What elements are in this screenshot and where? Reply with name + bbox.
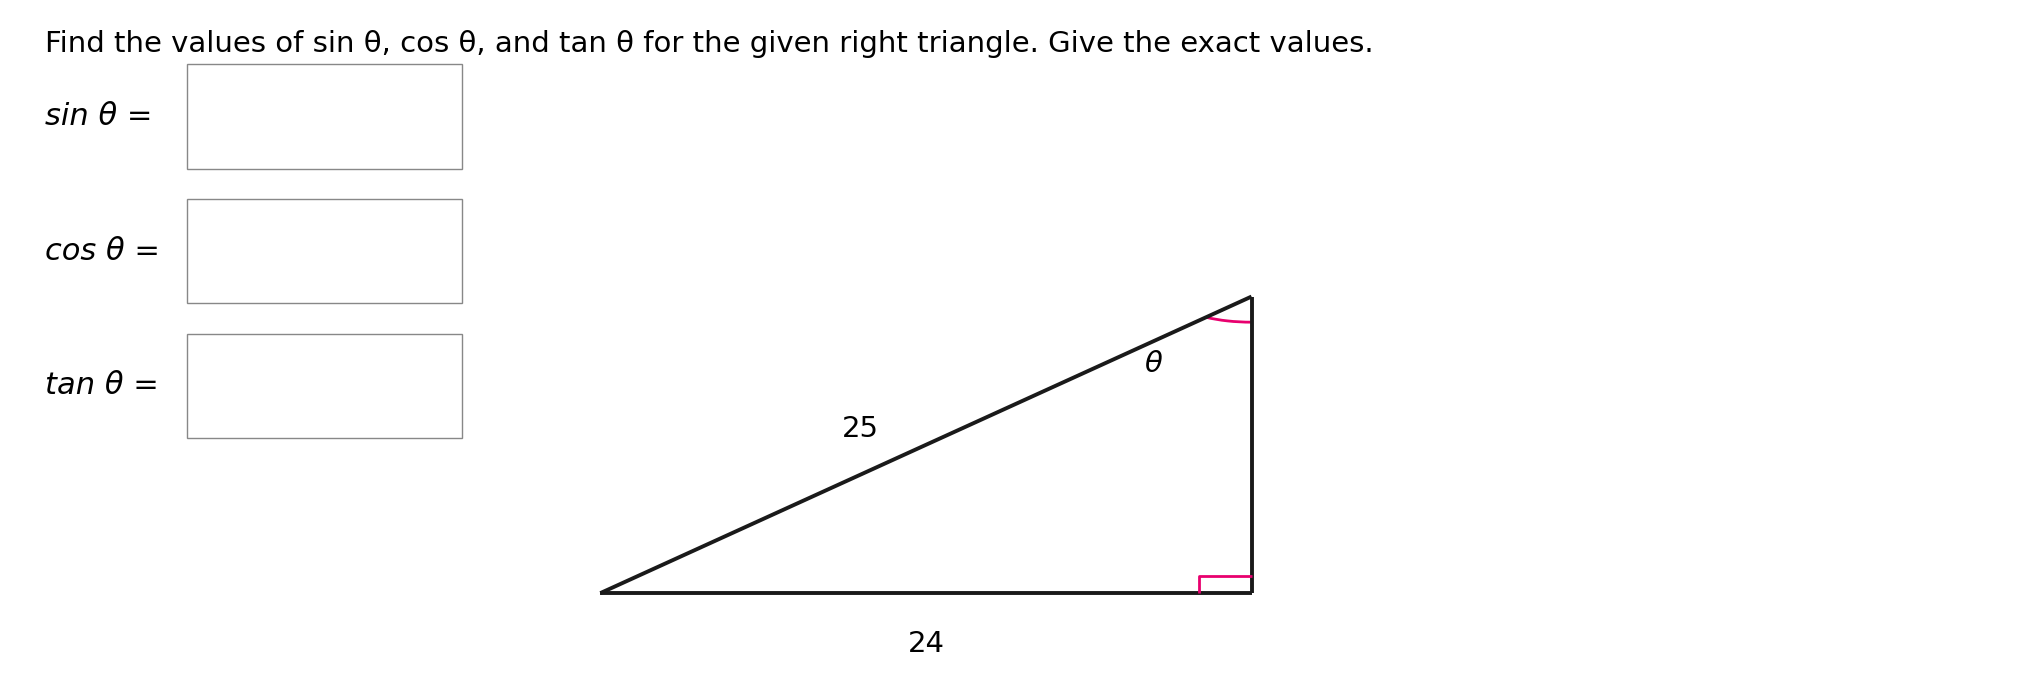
Text: tan θ =: tan θ = — [45, 371, 159, 400]
Text: θ: θ — [1146, 350, 1162, 378]
Text: 25: 25 — [842, 415, 879, 443]
Bar — [187, 334, 462, 438]
Text: cos θ =: cos θ = — [45, 237, 159, 266]
Text: 24: 24 — [908, 630, 944, 658]
Bar — [187, 64, 462, 168]
Bar — [187, 199, 462, 303]
Text: sin θ =: sin θ = — [45, 102, 153, 131]
Text: Find the values of sin θ, cos θ, and tan θ for the given right triangle. Give th: Find the values of sin θ, cos θ, and tan… — [45, 30, 1374, 59]
